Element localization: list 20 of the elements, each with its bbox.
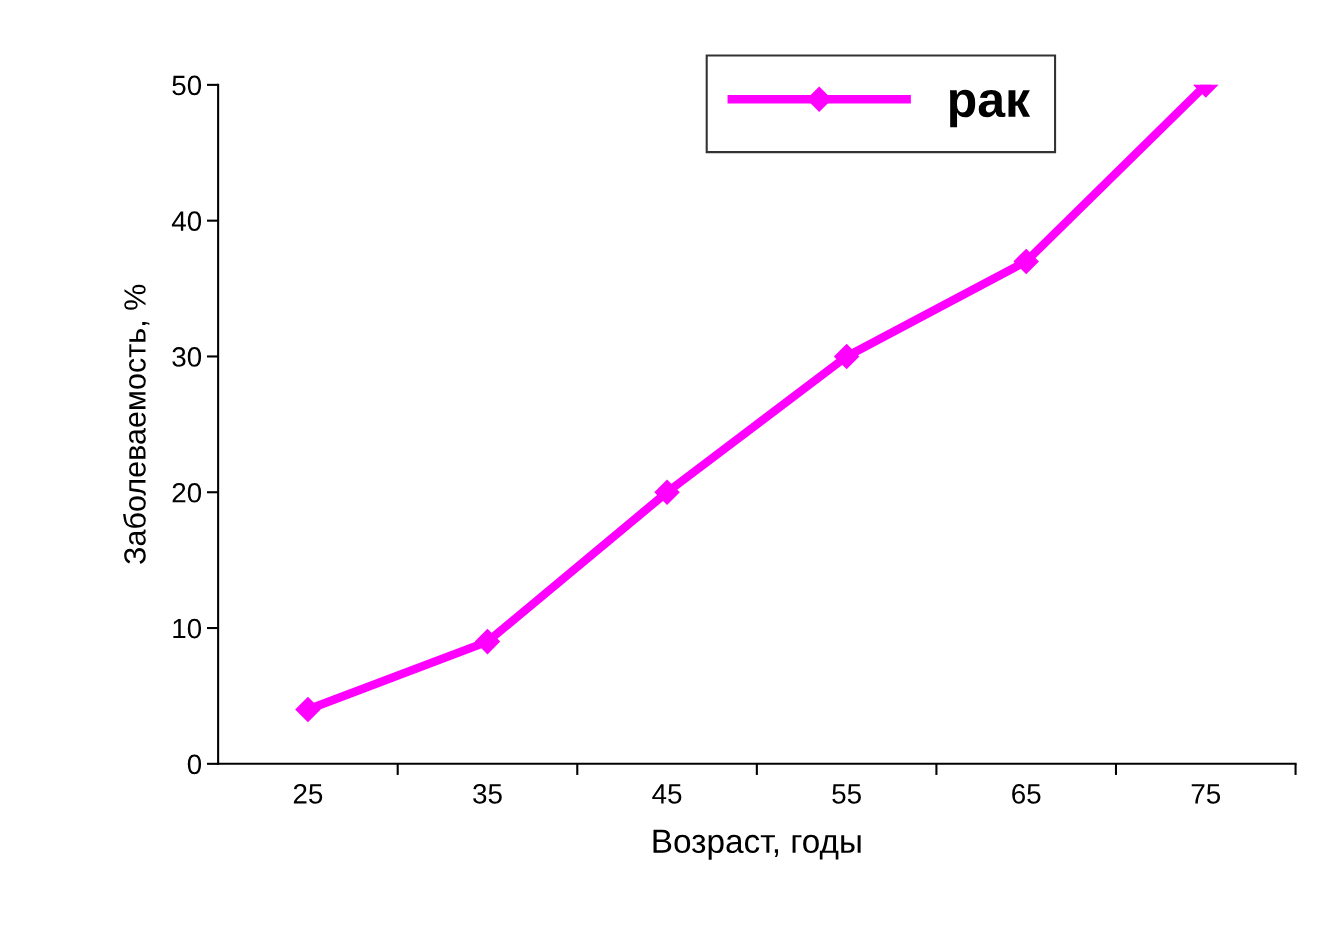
x-axis-title: Возраст, годы xyxy=(653,829,861,860)
x-tick-label: 75 xyxy=(1191,784,1221,804)
x-tick-label: 65 xyxy=(1012,784,1041,804)
y-tick-label: 30 xyxy=(172,347,202,367)
x-tick-label: 35 xyxy=(473,784,502,804)
x-tick-label: 55 xyxy=(832,784,861,804)
y-tick-label: 20 xyxy=(172,482,202,503)
point xyxy=(654,479,680,505)
y-tick-label: 0 xyxy=(187,754,202,775)
x-tick-label: 45 xyxy=(652,784,682,804)
y-tick-label: 40 xyxy=(171,211,202,231)
point xyxy=(834,343,860,369)
point xyxy=(475,629,500,655)
y-tick-label: 50 xyxy=(172,75,202,96)
y-tick-label: 10 xyxy=(173,618,202,639)
legend-label: рак xyxy=(950,89,1031,128)
x-tick-label: 25 xyxy=(293,784,323,804)
y-axis-title: Заболеваемость, % xyxy=(123,284,150,564)
point xyxy=(295,697,321,722)
point xyxy=(1013,248,1039,274)
